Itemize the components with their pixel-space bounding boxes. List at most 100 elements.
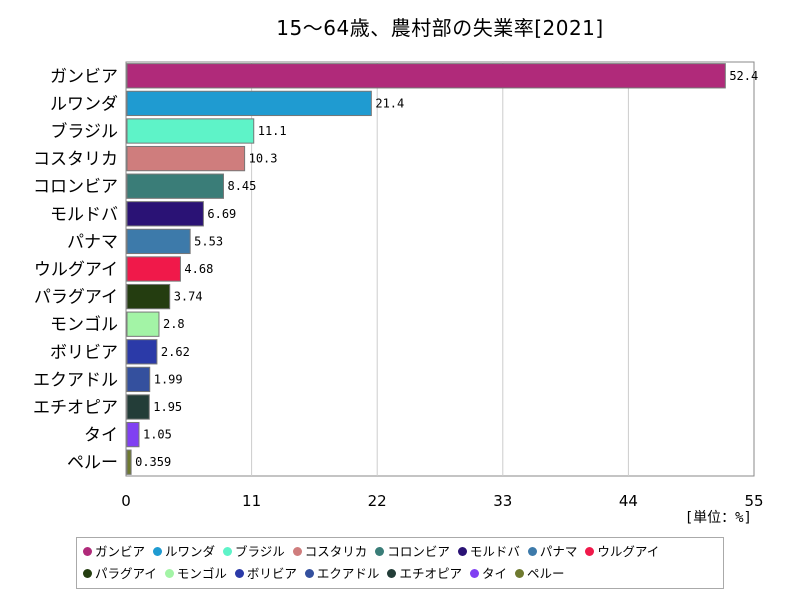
value-label: 4.68 [184, 262, 213, 276]
value-label: 52.4 [729, 69, 758, 83]
legend-label: エチオピア [399, 566, 462, 581]
grid-layer [251, 62, 629, 476]
value-label: 0.359 [135, 455, 171, 469]
legend-item: ルワンダ [153, 541, 215, 563]
legend-label: コスタリカ [304, 544, 368, 559]
legend-item: タイ [469, 563, 507, 585]
legend-item: ウルグアイ [585, 541, 659, 563]
value-label: 11.1 [258, 124, 287, 138]
legend-marker [304, 569, 314, 578]
bar [126, 421, 140, 448]
category-label: ボリビア [50, 343, 118, 363]
legend-label: モンゴル [176, 566, 227, 581]
legend-label: パラグアイ [95, 566, 157, 581]
value-label: 8.45 [227, 179, 256, 193]
legend-item: ペルー [514, 563, 565, 585]
category-label: パラグアイ [34, 288, 118, 308]
value-label: 6.69 [207, 207, 236, 221]
value-label: 1.99 [154, 372, 183, 386]
chart-title: 15～64歳、農村部の失業率[2021] [276, 16, 604, 40]
x-tick-label: 22 [368, 492, 387, 510]
bar [126, 394, 150, 420]
legend-item: ボリビア [234, 563, 297, 585]
x-tick-label: 44 [619, 492, 638, 510]
legend-marker [457, 547, 467, 556]
category-labels: ガンビアルワンダブラジルコスタリカコロンビアモルドバパナマウルグアイパラグアイモ… [33, 67, 118, 473]
legend-item: コスタリカ [292, 541, 368, 563]
x-tick-label: 33 [493, 492, 512, 510]
bar [126, 63, 726, 89]
legend-marker [164, 569, 174, 578]
legend-label: ルワンダ [165, 544, 216, 559]
legend-item: モルドバ [457, 541, 520, 563]
value-label: 1.95 [153, 400, 182, 414]
category-label: コスタリカ [33, 150, 118, 170]
bar [126, 311, 160, 337]
bar [126, 201, 204, 227]
bar [126, 228, 191, 255]
value-label: 1.05 [143, 428, 172, 442]
legend-marker [469, 569, 479, 578]
legend-label: タイ [481, 566, 507, 581]
value-label: 21.4 [375, 96, 404, 110]
legend-label: ブラジル [235, 544, 285, 559]
legend-marker [292, 547, 302, 556]
legend: ガンビア ルワンダ ブラジル コスタリカ コロンビア モルドバ パナマ ウルグアイパラグアイ モ… [76, 537, 724, 589]
bar [126, 366, 151, 393]
legend-item: モンゴル [164, 563, 227, 585]
bar [126, 145, 246, 172]
bar [126, 118, 255, 144]
legend-label: ボリビア [246, 566, 297, 581]
bar [126, 173, 224, 199]
legend-marker [83, 569, 92, 578]
bar [126, 90, 372, 117]
legend-marker [387, 569, 397, 578]
legend-item: エクアドル [304, 563, 380, 585]
legend-marker [234, 569, 244, 578]
legend-item: コロンビア [375, 541, 450, 563]
x-tick-label: 55 [744, 492, 763, 510]
legend-item: ガンビア [83, 541, 145, 563]
legend-item: パナマ [527, 541, 578, 563]
legend-label: ウルグアイ [597, 544, 660, 559]
legend-marker [375, 547, 385, 556]
value-label: 3.74 [174, 290, 203, 304]
legend-item: ブラジル [223, 541, 285, 563]
bar [126, 256, 181, 282]
value-label: 2.8 [163, 317, 185, 331]
legend-marker [83, 547, 92, 556]
value-label: 5.53 [194, 234, 223, 248]
category-label: エチオピア [33, 398, 118, 418]
category-label: エクアドル [33, 370, 118, 390]
x-tick-label: 11 [242, 492, 261, 510]
bar-layer: 52.4 21.4 11.1 10.3 8.45 6.69 5.53 4.68 3.74 2.8 2… [126, 63, 758, 475]
value-label: 10.3 [249, 152, 278, 166]
legend-label: ガンビア [95, 544, 146, 559]
legend-label: パナマ [539, 544, 578, 559]
legend-label: エクアドル [316, 566, 380, 581]
unit-label: [単位：%] [685, 510, 752, 526]
legend-marker [527, 547, 537, 556]
x-tick-labels: 0 11 22 33 44 55 [121, 492, 763, 510]
category-label: モンゴル [50, 314, 118, 335]
category-label: ルワンダ [50, 94, 118, 114]
bar [126, 339, 158, 365]
bar [126, 283, 171, 310]
bar [126, 449, 132, 475]
x-tick-label: 0 [121, 492, 131, 510]
legend-label: ペルー [526, 566, 565, 581]
legend-label: コロンビア [387, 544, 450, 559]
legend-marker [514, 569, 524, 578]
category-label: モルドバ [50, 205, 118, 225]
category-label: ペルー [67, 453, 118, 473]
category-label: タイ [84, 426, 118, 446]
category-label: パナマ [67, 232, 118, 252]
legend-marker [585, 547, 595, 556]
category-label: コロンビア [33, 177, 118, 197]
category-label: ウルグアイ [34, 260, 118, 280]
legend-label: モルドバ [469, 544, 520, 559]
legend-item: パラグアイ [83, 563, 157, 585]
legend-marker [153, 547, 163, 556]
category-label: ガンビア [50, 67, 118, 87]
